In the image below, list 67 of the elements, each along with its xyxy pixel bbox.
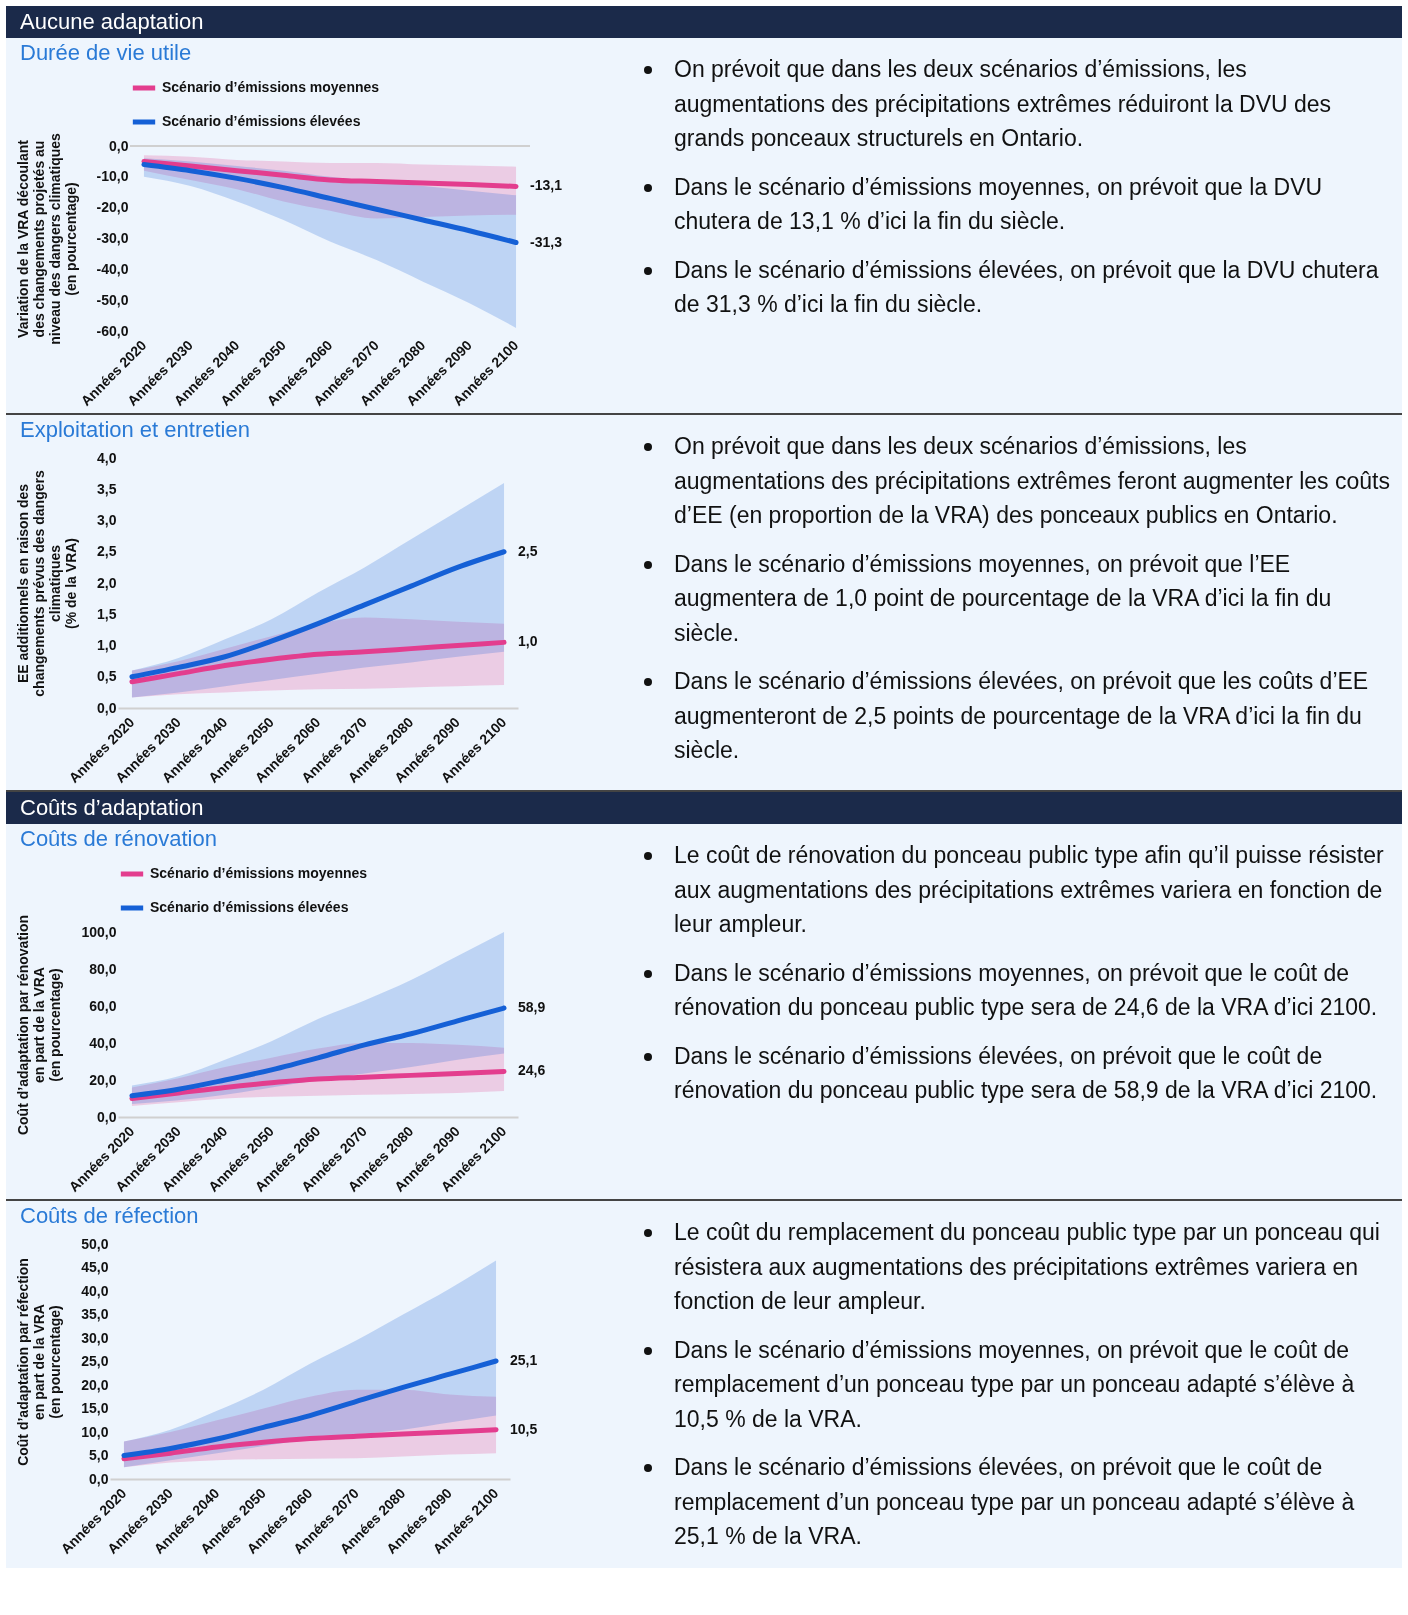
data-label: 24,6 <box>518 1062 546 1079</box>
y-tick-label: 20,0 <box>81 1376 109 1393</box>
data-label: 10,5 <box>510 1420 538 1437</box>
y-tick-label: 60,0 <box>89 997 117 1014</box>
y-tick-label: 1,0 <box>97 637 117 653</box>
y-tick-label: 20,0 <box>89 1071 117 1088</box>
y-tick-label: 45,0 <box>81 1259 109 1275</box>
chart-subtitle: Durée de vie utile <box>19 39 193 66</box>
y-tick-label: 0,5 <box>97 668 117 685</box>
y-tick-label: 40,0 <box>89 1034 117 1051</box>
y-tick-label: -20,0 <box>96 199 129 216</box>
y-tick-label: 100,0 <box>81 923 117 940</box>
y-tick-label: 30,0 <box>81 1329 109 1346</box>
text: Le coût de rénovation du ponceau public type afin qu’il puisse résister aux augmentations des précipitations extrêmes variera en fonction de leur ampleur. <box>673 841 1385 939</box>
y-tick-label: 50,0 <box>81 1235 109 1252</box>
chart-title: Coûts d’adaptation <box>6 792 1402 824</box>
y-tick-label: 2,0 <box>97 574 117 591</box>
y-tick-label: 80,0 <box>89 960 117 977</box>
data-label: -31,3 <box>530 233 563 250</box>
y-tick-label: 15,0 <box>81 1400 109 1416</box>
y-tick-label: 0,0 <box>97 699 117 716</box>
y-tick-label: 25,0 <box>81 1353 109 1369</box>
text: Le coût du remplacement du ponceau public type par un ponceau qui résistera aux augmentations des précipitations extrêmes variera en fonction de leur ampleur. <box>673 1218 1381 1316</box>
y-tick-label: 0,0 <box>97 1108 117 1125</box>
text: On prévoit que dans les deux scénarios d’émissions, les augmentations des précipitations extrêmes réduiront la DVU des grands ponceaux structurels en Ontario. <box>673 55 1333 153</box>
text: On prévoit que dans les deux scénarios d’émissions, les augmentations des précipitations extrêmes feront augmenter les coûts d’EE (en proportion de la VRA) des ponceaux publics en Ontario. <box>673 432 1391 530</box>
y-tick-label: 40,0 <box>81 1282 109 1299</box>
text: Dans le scénario d’émissions élevées, on prévoit que la DVU chutera de 31,3 % d’ici la fin du siècle. <box>673 255 1380 319</box>
data-label: 2,5 <box>518 542 538 559</box>
text: Dans le scénario d’émissions élevées, on prévoit que le coût de remplacement d’un ponceau type par un ponceau adapté s’élève à 25,1 % de la VRA. <box>673 1453 1356 1551</box>
data-label: -13,1 <box>530 177 563 194</box>
legend-label: Scénario d’émissions élevées <box>162 113 361 129</box>
y-tick-label: -10,0 <box>96 168 129 185</box>
text: Dans le scénario d’émissions élevées, on prévoit que le coût de rénovation du ponceau public type sera de 58,9 de la VRA d’ici 2100. <box>673 1041 1379 1105</box>
chart-subtitle: Coûts de rénovation <box>19 825 218 852</box>
legend-label: Scénario d’émissions moyennes <box>150 865 368 881</box>
y-axis-title: EE additionnels en raison des changements prévus des dangers climatiques (% de la VRA) <box>15 470 80 697</box>
data-label: 25,1 <box>510 1352 538 1369</box>
chart-title: Aucune adaptation <box>6 6 1402 38</box>
text: Dans le scénario d’émissions moyennes, on prévoit que le coût de remplacement d’un ponceau type par un ponceau adapté s’élève à 10,5 % de la VRA. <box>673 1335 1356 1434</box>
y-axis-title: Coût d’adaptation par réfection en part de la VRA (en pourcentage) <box>15 1258 64 1466</box>
chart-subtitle: Coûts de réfection <box>19 1202 200 1229</box>
y-tick-label: 10,0 <box>81 1423 109 1440</box>
legend-label: Scénario d’émissions moyennes <box>162 79 380 95</box>
y-tick-label: -50,0 <box>96 291 129 308</box>
y-tick-label: 3,5 <box>97 480 117 497</box>
text: Dans le scénario d’émissions moyennes, on prévoit que la DVU chutera de 13,1 % d’ici la fin du siècle. <box>673 172 1324 236</box>
y-tick-label: 3,0 <box>97 512 117 528</box>
y-axis-title: Coût d’adaptation par rénovation en part de la VRA (en pourcentage) <box>15 914 64 1136</box>
y-tick-label: -30,0 <box>96 230 129 246</box>
y-tick-label: 35,0 <box>81 1306 109 1322</box>
y-tick-label: 2,5 <box>97 543 117 560</box>
legend-label: Scénario d’émissions élevées <box>150 899 349 915</box>
y-tick-label: 4,0 <box>97 449 117 466</box>
chart-subtitle: Exploitation et entretien <box>19 416 251 443</box>
y-tick-label: 1,5 <box>97 605 117 622</box>
y-tick-label: -40,0 <box>96 260 129 277</box>
text: Dans le scénario d’émissions élevées, on prévoit que les coûts d’EE augmenteront de 2,5 points de pourcentage de la VRA d’ici la fin du siècle. <box>673 667 1370 765</box>
y-axis-title: Variation de la VRA découlant des changements projetés au niveau des dangers climatiques (en pourcentage) <box>14 132 79 345</box>
data-label: 1,0 <box>518 633 538 650</box>
y-tick-label: -60,0 <box>96 322 129 339</box>
data-label: 58,9 <box>518 999 546 1016</box>
text: Dans le scénario d’émissions moyennes, on prévoit que l’EE augmentera de 1,0 point de pourcentage de la VRA d’ici la fin du siècle. <box>673 549 1333 648</box>
y-tick-label: 0,0 <box>109 137 129 154</box>
y-tick-label: 5,0 <box>89 1447 109 1463</box>
y-tick-label: 0,0 <box>89 1470 109 1487</box>
text: Dans le scénario d’émissions moyennes, on prévoit que le coût de rénovation du ponceau public type sera de 24,6 de la VRA d’ici 2100. <box>673 958 1379 1022</box>
